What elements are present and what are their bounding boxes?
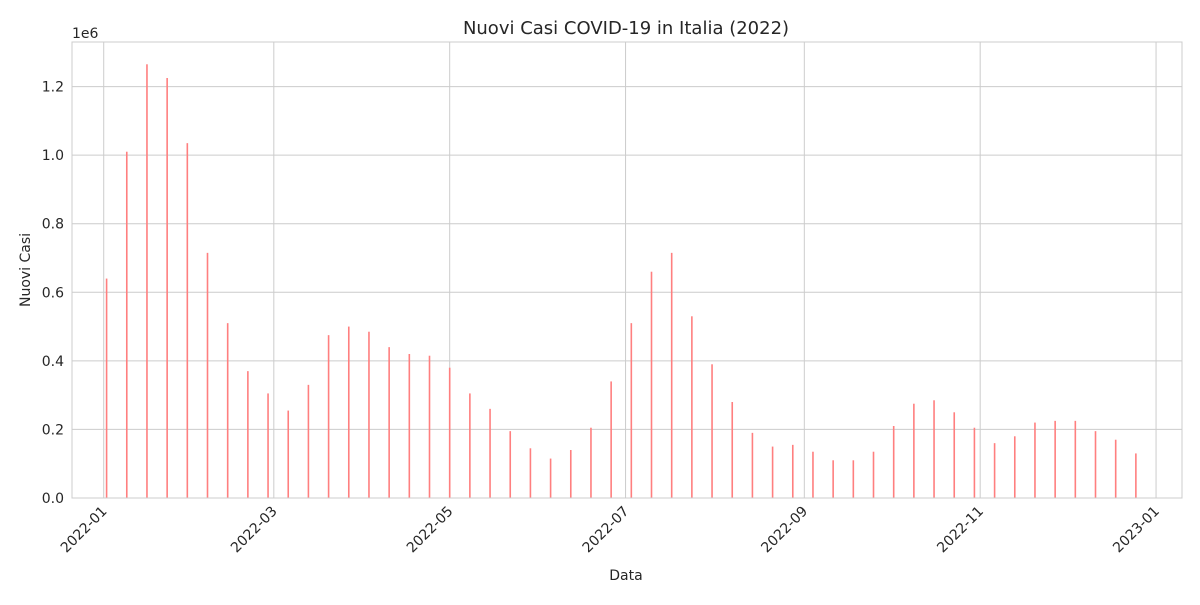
- bar: [953, 412, 956, 498]
- bar: [630, 323, 633, 498]
- bar: [791, 444, 794, 498]
- bar: [1074, 420, 1077, 498]
- bar: [549, 458, 552, 498]
- bar: [489, 408, 491, 498]
- bar: [368, 331, 370, 498]
- grid-lines: [72, 42, 1182, 499]
- bar: [771, 446, 774, 498]
- bar: [913, 403, 915, 498]
- bar: [1013, 436, 1016, 498]
- bar: [469, 393, 471, 498]
- y-axis-ticks: 0.0 0.2 0.4 0.6 0.8 1.0 1.2: [42, 80, 64, 507]
- bar: [670, 252, 673, 498]
- bar: [731, 402, 734, 498]
- plot-frame: [71, 41, 1183, 499]
- bar: [610, 381, 612, 498]
- bar: [388, 347, 390, 498]
- bar: [166, 78, 168, 498]
- bar: [448, 367, 451, 498]
- bar: [347, 326, 350, 498]
- y-tick-label: 0.4: [42, 354, 64, 370]
- bar: [206, 252, 209, 498]
- bar: [186, 143, 189, 498]
- bar: [872, 451, 875, 498]
- y-tick-label: 1.0: [42, 148, 64, 164]
- bar: [569, 450, 572, 498]
- bar: [1034, 422, 1036, 498]
- bar: [711, 364, 713, 498]
- bar: [267, 393, 269, 498]
- y-tick-label: 1.2: [42, 80, 64, 96]
- bar: [247, 371, 249, 498]
- bar: [1114, 439, 1117, 498]
- bar: [1094, 431, 1097, 498]
- bar: [529, 448, 532, 498]
- bar: [933, 400, 935, 498]
- bar: [590, 427, 592, 498]
- bar: [852, 460, 855, 498]
- y-tick-label: 0.0: [42, 491, 64, 507]
- bar: [287, 410, 290, 498]
- bar: [428, 355, 431, 498]
- y-tick-label: 0.6: [42, 285, 64, 301]
- y-tick-label: 0.8: [42, 217, 64, 233]
- bar: [1135, 453, 1137, 498]
- y-axis-offset-label: 1e6: [72, 26, 99, 42]
- chart-title: Nuovi Casi COVID-19 in Italia (2022): [463, 18, 789, 39]
- bar: [408, 354, 411, 498]
- bar: [327, 335, 330, 498]
- bar-series: [105, 64, 1137, 499]
- bar: [307, 384, 310, 498]
- bar: [812, 451, 814, 498]
- bar: [832, 460, 834, 498]
- bar: [1054, 420, 1056, 498]
- bar: [892, 426, 895, 498]
- y-tick-label: 0.2: [42, 422, 64, 438]
- bar: [146, 64, 148, 499]
- bar: [226, 323, 229, 498]
- y-axis-label: Nuovi Casi: [18, 233, 34, 307]
- bar: [973, 427, 976, 498]
- bar: [691, 316, 693, 498]
- bar: [509, 431, 512, 498]
- bar: [650, 271, 653, 498]
- bar: [993, 443, 996, 498]
- bar: [105, 278, 108, 498]
- x-axis-label: Data: [609, 568, 642, 584]
- bar: [751, 432, 754, 498]
- bar: [125, 151, 128, 498]
